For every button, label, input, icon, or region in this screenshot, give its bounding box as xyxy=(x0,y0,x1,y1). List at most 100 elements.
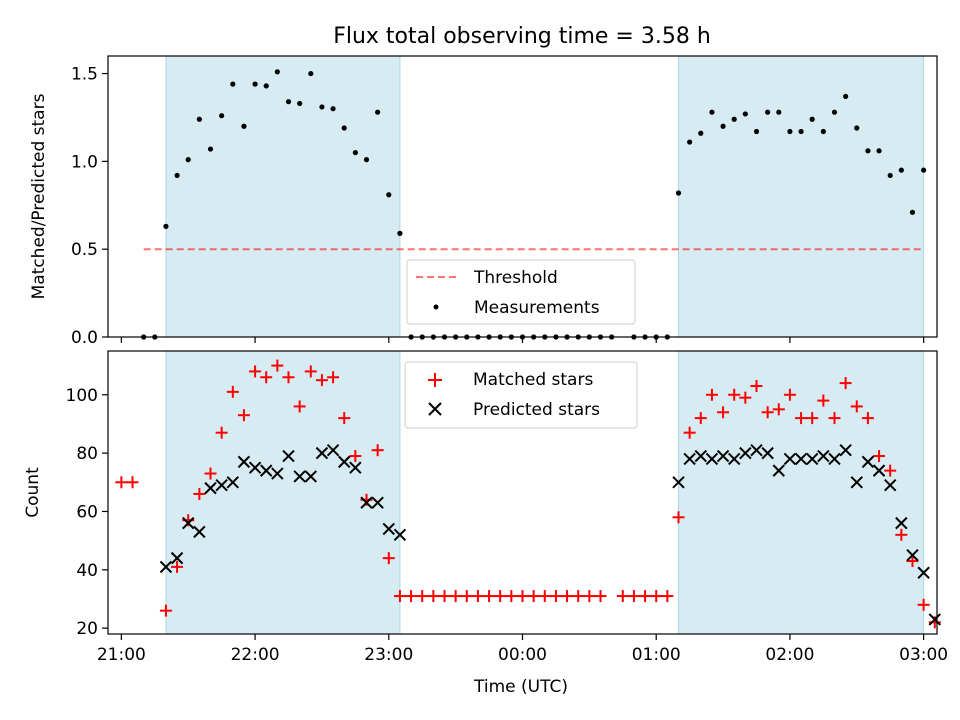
bottom-y-tick-label: 20 xyxy=(76,619,98,639)
matched-star-point xyxy=(817,394,830,407)
matched-star-point xyxy=(416,590,429,603)
chart-title: Flux total observing time = 3.58 h xyxy=(333,24,711,49)
matched-star-point xyxy=(583,590,596,603)
predicted-star-point xyxy=(182,516,195,530)
bottom-y-tick-label: 60 xyxy=(76,502,98,522)
measurement-point xyxy=(876,148,882,154)
predicted-star-point xyxy=(817,449,830,463)
measurement-point xyxy=(698,130,704,136)
matched-star-point xyxy=(126,476,139,489)
matched-star-point xyxy=(572,590,585,603)
matched-star-point xyxy=(672,511,685,524)
measurement-point xyxy=(397,230,403,236)
predicted-star-point xyxy=(371,496,384,509)
top-plot: 0.0 0.5 1.0 1.5 Matched/Predicted stars Thr… xyxy=(29,55,938,348)
matched-star-point xyxy=(750,380,763,393)
matched-star-point xyxy=(405,590,418,603)
matched-star-point xyxy=(661,590,674,603)
matched-star-point xyxy=(293,400,306,413)
matched-star-point xyxy=(427,590,440,603)
predicted-star-point xyxy=(304,470,318,483)
matched-star-point xyxy=(371,444,384,457)
measurement-point xyxy=(753,128,760,135)
matched-star-point xyxy=(438,590,451,603)
measurement-point xyxy=(274,69,280,75)
matched-star-point xyxy=(906,555,919,568)
bottom-y-tick-label: 40 xyxy=(76,561,98,581)
measurement-point xyxy=(820,128,826,135)
matched-star-point xyxy=(382,552,395,565)
predicted-star-point xyxy=(783,452,797,466)
top-x-axis-ticks xyxy=(120,337,925,343)
matched-star-point xyxy=(561,590,574,603)
matched-star-point xyxy=(650,590,663,603)
matched-star-point xyxy=(616,590,629,603)
predicted-star-point xyxy=(872,464,886,477)
predicted-star-point xyxy=(349,461,362,474)
measurement-point xyxy=(854,125,860,131)
measurement-point xyxy=(742,111,748,117)
matched-star-point xyxy=(828,412,841,425)
bottom-y-tick-label: 80 xyxy=(76,444,98,464)
predicted-star-point xyxy=(805,452,819,466)
matched-star-point xyxy=(873,450,886,463)
matched-star-point xyxy=(505,590,518,603)
measurement-point xyxy=(196,116,202,122)
top-y-axis-ticks: 0.0 0.5 1.0 1.5 xyxy=(71,65,108,348)
predicted-star-point xyxy=(338,455,351,469)
shaded-interval xyxy=(165,55,401,338)
matched-star-point xyxy=(226,385,239,398)
predicted-star-point xyxy=(170,551,184,565)
predicted-star-point xyxy=(226,476,240,489)
predicted-star-point xyxy=(883,478,897,492)
top-shaded-regions xyxy=(165,55,925,338)
matched-star-point xyxy=(193,487,206,500)
predicted-star-point xyxy=(705,452,719,466)
predicted-star-point xyxy=(248,461,262,474)
predicted-star-point xyxy=(906,549,919,562)
x-tick-label: 03:00 xyxy=(899,645,948,665)
measurement-point xyxy=(720,123,726,129)
measurement-point xyxy=(776,109,782,115)
predicted-star-point xyxy=(193,525,206,539)
predicted-star-point xyxy=(839,443,852,457)
measurement-point xyxy=(219,113,225,119)
matched-star-point xyxy=(549,590,562,603)
matched-star-point xyxy=(327,371,340,384)
top-legend-box xyxy=(406,259,636,325)
matched-star-point xyxy=(728,388,741,401)
predicted-star-point xyxy=(727,452,741,466)
predicted-star-point xyxy=(293,470,306,483)
top-y-tick-label: 0.5 xyxy=(71,240,98,260)
matched-star-point xyxy=(538,590,551,603)
bottom-plot: 20 40 60 80 100 21:00 22:00 23:00 00:00 01:00 02:… xyxy=(23,350,948,697)
measurement-point xyxy=(352,149,358,156)
measurement-point xyxy=(330,106,336,112)
matched-star-point xyxy=(527,590,540,603)
matched-star-point xyxy=(627,590,640,603)
shaded-interval xyxy=(677,55,925,338)
top-legend: Threshold Measurements xyxy=(406,259,636,325)
bottom-y-tick-label: 100 xyxy=(66,386,98,406)
predicted-stars-series xyxy=(159,443,941,626)
measurement-point xyxy=(898,167,904,173)
matched-star-point xyxy=(115,476,128,489)
bottom-legend-box xyxy=(404,361,638,429)
measurement-point xyxy=(386,192,392,198)
matched-star-point xyxy=(683,426,696,439)
measurement-point xyxy=(787,128,793,135)
bottom-x-axis-ticks: 21:00 22:00 23:00 00:00 01:00 02:00 03:00 xyxy=(97,634,948,665)
matched-star-point xyxy=(806,412,819,425)
bottom-y-axis-ticks: 20 40 60 80 100 xyxy=(66,386,108,639)
measurement-point xyxy=(263,83,269,89)
measurement-point xyxy=(207,146,214,152)
legend-predicted-swatch xyxy=(428,402,442,416)
predicted-star-point xyxy=(861,455,875,469)
predicted-star-point xyxy=(315,446,329,460)
measurement-point xyxy=(185,157,191,163)
matched-star-point xyxy=(705,388,718,401)
measurement-point xyxy=(687,139,693,145)
matched-star-point xyxy=(304,365,317,378)
bottom-y-axis-label: Count xyxy=(23,467,43,518)
